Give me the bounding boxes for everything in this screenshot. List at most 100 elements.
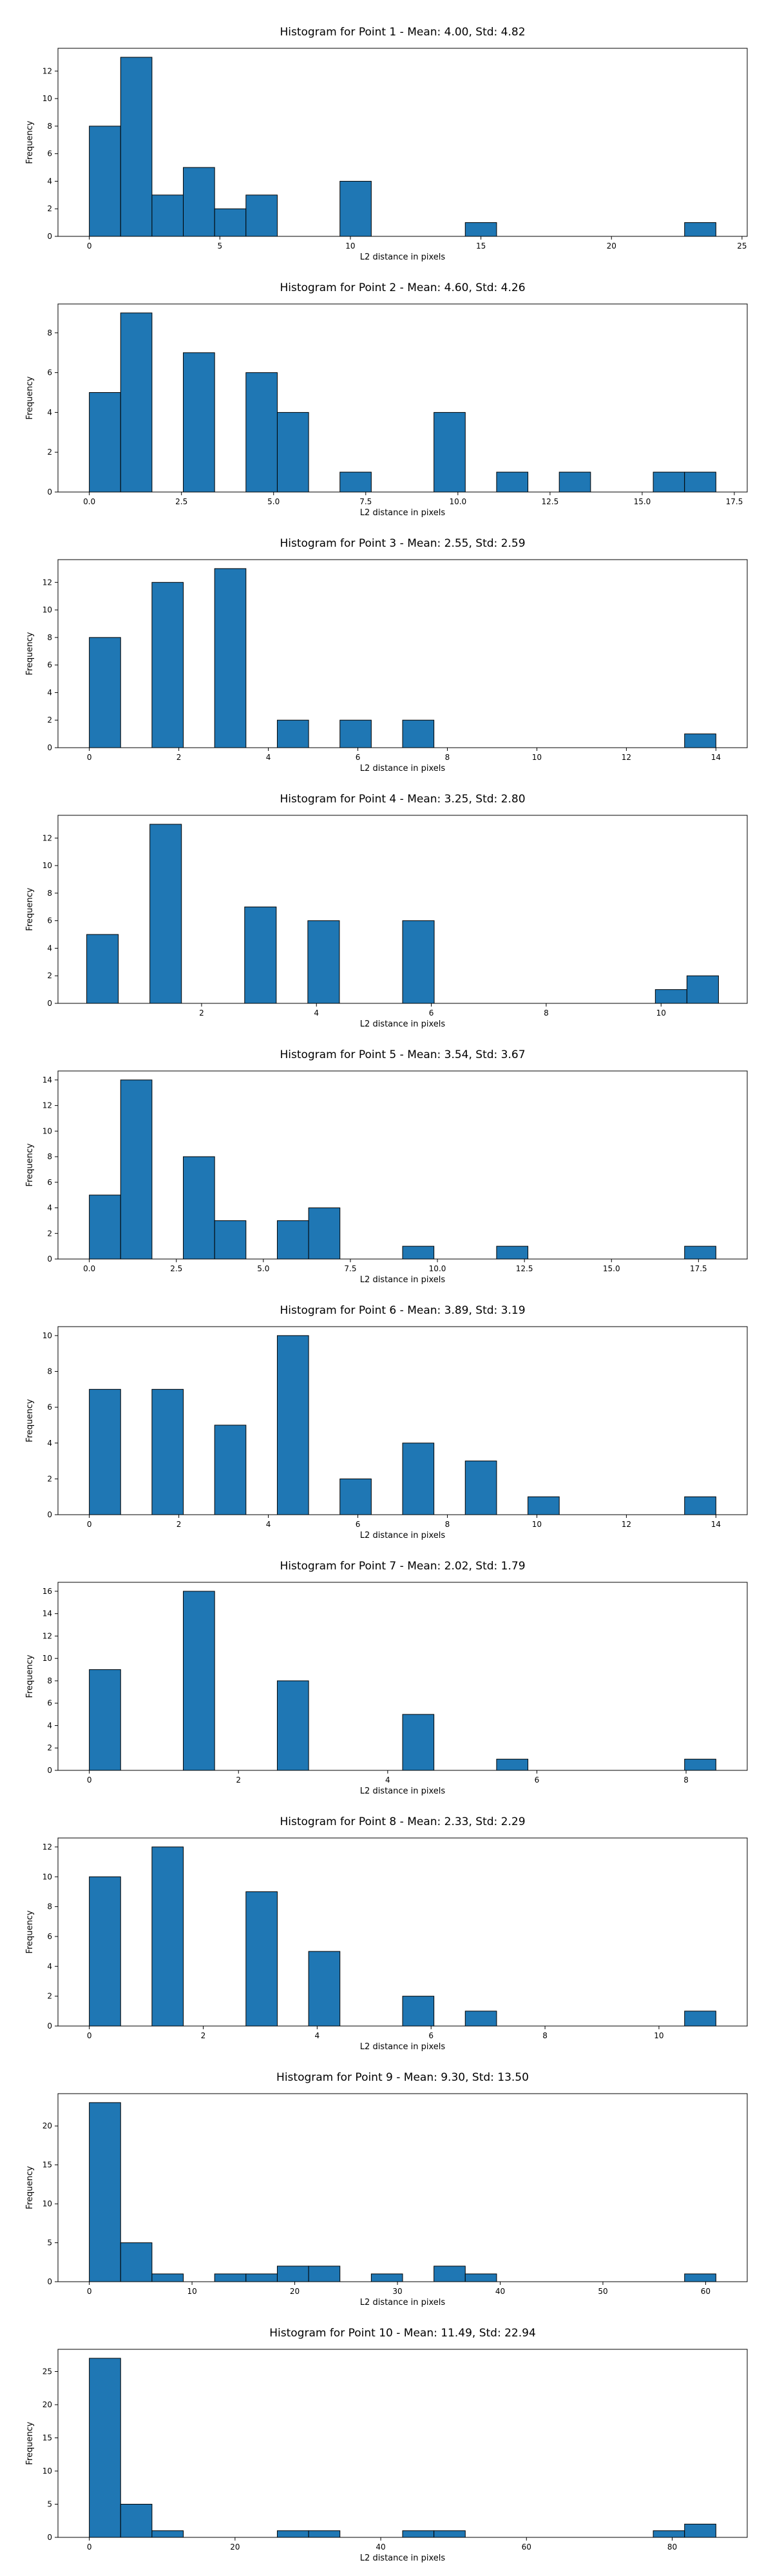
histogram-bar (528, 1496, 560, 1515)
histogram-bar (434, 412, 466, 493)
histogram-bar (654, 989, 687, 1004)
histogram-bar (244, 906, 277, 1004)
histogram-bar (684, 1496, 716, 1515)
x-tick-label: 2.5 (175, 497, 187, 506)
histogram-bar (307, 920, 340, 1004)
x-tick-label: 25 (737, 242, 747, 251)
histogram-bar (308, 1951, 341, 2027)
histogram-bar (339, 471, 372, 493)
y-tick-label: 12 (43, 578, 52, 587)
x-tick-label: 12 (622, 1520, 631, 1529)
histogram-bar (183, 1591, 215, 1771)
x-tick-label: 40 (376, 2543, 385, 2552)
chart-title: Histogram for Point 9 - Mean: 9.30, Std:… (276, 2071, 529, 2084)
histogram-bar (86, 934, 119, 1004)
x-tick-label: 10 (187, 2287, 196, 2296)
y-tick-label: 6 (47, 1932, 52, 1941)
histogram-bar (496, 1245, 529, 1260)
histogram-bar (214, 1220, 247, 1260)
histogram-bar (339, 719, 372, 748)
y-tick-label: 25 (43, 2367, 52, 2376)
histogram-chart-8: Histogram for Point 8 - Mean: 2.33, Std:… (25, 1815, 748, 2052)
y-axis-label: Frequency (25, 1143, 35, 1186)
histogram-bar (402, 1443, 435, 1515)
chart-title: Histogram for Point 10 - Mean: 11.49, St… (269, 2327, 536, 2340)
x-axis-label: L2 distance in pixels (360, 252, 446, 262)
y-tick-label: 12 (43, 66, 52, 75)
y-tick-label: 10 (43, 1331, 52, 1340)
histogram-bar (89, 392, 121, 493)
x-tick-label: 0 (87, 242, 92, 251)
x-tick-label: 10.0 (429, 1264, 446, 1273)
histogram-bar (558, 471, 591, 493)
x-tick-label: 12 (622, 753, 631, 762)
histogram-bar (151, 2273, 184, 2282)
histogram-bar (151, 2530, 184, 2538)
y-axis-label: Frequency (25, 632, 35, 675)
y-tick-label: 10 (43, 861, 52, 870)
y-axis-label: Frequency (25, 1399, 35, 1442)
y-tick-label: 6 (47, 1403, 52, 1412)
y-tick-label: 8 (47, 1152, 52, 1161)
plot-frame (57, 2093, 748, 2282)
x-tick-label: 2 (201, 2031, 206, 2040)
y-tick-label: 0 (47, 1255, 52, 1264)
y-tick-label: 8 (47, 1367, 52, 1376)
histogram-bar (151, 582, 184, 748)
histogram-bar (183, 1156, 215, 1260)
x-tick-label: 15 (476, 242, 486, 251)
y-tick-label: 2 (47, 1229, 52, 1238)
y-tick-label: 12 (43, 833, 52, 842)
y-tick-label: 0 (47, 488, 52, 497)
x-tick-label: 60 (701, 2287, 711, 2296)
histogram-bar (434, 2530, 466, 2538)
y-tick-label: 12 (43, 1631, 52, 1640)
x-axis-label: L2 distance in pixels (360, 508, 446, 518)
y-tick-label: 10 (43, 1872, 52, 1881)
y-tick-label: 20 (43, 2400, 52, 2409)
y-tick-label: 2 (47, 1992, 52, 2001)
histogram-bar (276, 1680, 309, 1771)
x-tick-label: 2 (199, 1009, 204, 1018)
x-tick-label: 2 (236, 1776, 241, 1785)
histogram-bar (151, 194, 184, 237)
x-tick-label: 4 (314, 1009, 319, 1018)
histogram-bar (686, 975, 719, 1004)
y-tick-label: 12 (43, 1101, 52, 1110)
x-tick-label: 12.5 (516, 1264, 533, 1273)
chart-title: Histogram for Point 3 - Mean: 2.55, Std:… (280, 537, 525, 550)
histogram-bar (214, 2273, 247, 2282)
histogram-bar (89, 1876, 121, 2027)
chart-title: Histogram for Point 5 - Mean: 3.54, Std:… (280, 1048, 525, 1061)
y-tick-label: 6 (47, 1699, 52, 1708)
y-tick-label: 8 (47, 1902, 52, 1911)
y-tick-label: 4 (47, 1204, 52, 1213)
plot-frame (57, 48, 748, 237)
histogram-bar (402, 1996, 435, 2027)
histogram-chart-4: Histogram for Point 4 - Mean: 3.25, Std:… (25, 793, 748, 1029)
histogram-bar (120, 57, 153, 237)
x-tick-label: 5 (217, 242, 222, 251)
chart-title: Histogram for Point 8 - Mean: 2.33, Std:… (280, 1815, 525, 1828)
plot-frame (57, 1837, 748, 2027)
y-tick-label: 6 (47, 368, 52, 377)
histogram-chart-10: Histogram for Point 10 - Mean: 11.49, St… (25, 2327, 748, 2563)
histogram-bar (653, 471, 685, 493)
y-tick-label: 2 (47, 1474, 52, 1483)
histogram-bar (120, 312, 153, 493)
histogram-bar (276, 412, 309, 493)
histogram-bar (214, 568, 247, 748)
x-tick-label: 4 (385, 1776, 390, 1785)
chart-title: Histogram for Point 6 - Mean: 3.89, Std:… (280, 1304, 525, 1317)
histogram-bar (89, 1195, 121, 1260)
y-tick-label: 8 (47, 889, 52, 898)
y-tick-label: 6 (47, 149, 52, 158)
x-tick-label: 6 (356, 1520, 361, 1529)
x-tick-label: 14 (711, 753, 721, 762)
y-tick-label: 4 (47, 176, 52, 185)
histogram-bar (434, 2266, 466, 2282)
histogram-bar (684, 734, 716, 748)
histogram-chart-7: Histogram for Point 7 - Mean: 2.02, Std:… (25, 1560, 748, 1796)
x-tick-label: 40 (495, 2287, 505, 2296)
y-tick-label: 2 (47, 1743, 52, 1752)
